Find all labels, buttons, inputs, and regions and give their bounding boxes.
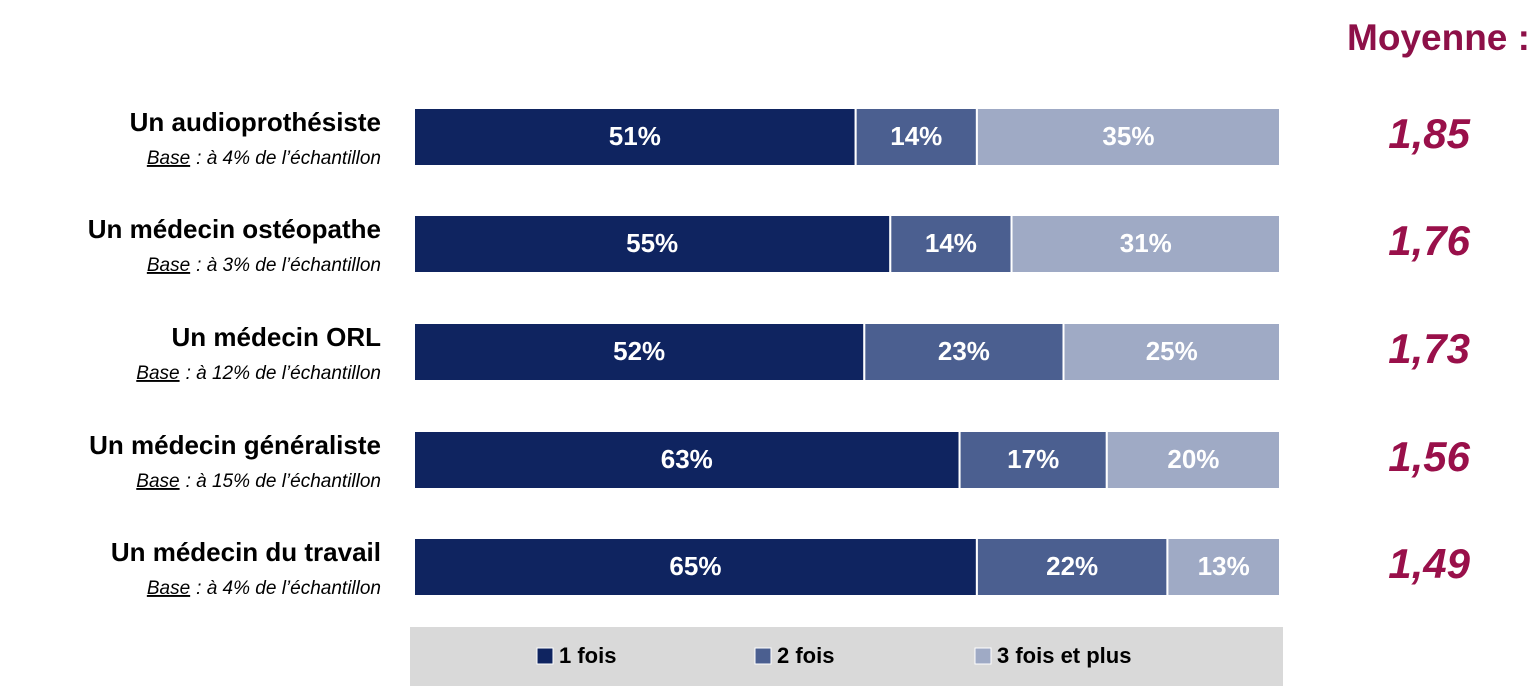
category-subtitle: Base : à 3% de l’échantillon	[147, 255, 381, 276]
subtitle-text: : à 4% de l’échantillon	[196, 148, 381, 169]
legend-swatch	[974, 647, 992, 665]
data-label: 14%	[925, 228, 977, 258]
bar-segment	[1166, 537, 1282, 597]
bar-segment	[854, 107, 978, 167]
legend-swatch	[536, 647, 554, 665]
legend-box	[410, 627, 1283, 686]
data-label: 22%	[1046, 551, 1098, 581]
category-subtitle: Base : à 4% de l’échantillon	[147, 578, 381, 599]
data-label: 65%	[669, 551, 721, 581]
subtitle-text: : à 3% de l’échantillon	[196, 255, 381, 276]
data-label: 14%	[890, 121, 942, 151]
bar-segment	[1105, 430, 1282, 490]
category-subtitle: Base : à 15% de l’échantillon	[136, 471, 381, 492]
subtitle-text: : à 15% de l’échantillon	[186, 471, 381, 492]
subtitle-term: Base	[147, 148, 190, 169]
data-label: 63%	[661, 444, 713, 474]
data-label: 13%	[1198, 551, 1250, 581]
data-label: 25%	[1146, 336, 1198, 366]
bar-segment	[413, 430, 961, 490]
average-value: 1,49	[1388, 540, 1470, 587]
subtitle-term: Base	[136, 363, 179, 384]
subtitle-text: : à 4% de l’échantillon	[196, 578, 381, 599]
bar-segment	[413, 214, 892, 274]
bar-segment	[958, 430, 1108, 490]
category-label: Un médecin ORL	[172, 322, 382, 352]
subtitle-term: Base	[147, 578, 190, 599]
category-label: Un médecin du travail	[111, 537, 381, 567]
legend-label: 2 fois	[777, 643, 834, 668]
subtitle-term: Base	[147, 255, 190, 276]
category-subtitle: Base : à 4% de l’échantillon	[147, 148, 381, 169]
category-label: Un médecin généraliste	[89, 430, 381, 460]
category-label: Un médecin ostéopathe	[88, 214, 381, 244]
category-subtitle: Base : à 12% de l’échantillon	[136, 363, 381, 384]
data-label: 17%	[1007, 444, 1059, 474]
data-label: 23%	[938, 336, 990, 366]
legend-label: 1 fois	[559, 643, 616, 668]
bar-segment	[975, 537, 1169, 597]
bar-segment	[413, 107, 857, 167]
category-label: Un audioprothésiste	[130, 107, 381, 137]
subtitle-term: Base	[136, 471, 179, 492]
average-title: Moyenne :	[1347, 17, 1530, 58]
data-label: 51%	[609, 121, 661, 151]
subtitle-text: : à 12% de l’échantillon	[186, 363, 381, 384]
data-label: 35%	[1102, 121, 1154, 151]
bar-segment	[889, 214, 1013, 274]
average-value: 1,73	[1388, 325, 1470, 372]
average-value: 1,85	[1388, 110, 1470, 157]
legend-label: 3 fois et plus	[997, 643, 1131, 668]
data-label: 31%	[1120, 228, 1172, 258]
data-label: 20%	[1167, 444, 1219, 474]
bar-segment	[863, 322, 1065, 382]
bar-segment	[413, 537, 978, 597]
bar-segment	[1062, 322, 1281, 382]
legend-swatch	[754, 647, 772, 665]
bar-segment	[1010, 214, 1281, 274]
average-value: 1,76	[1388, 217, 1470, 264]
bar-segment	[975, 107, 1282, 167]
data-label: 55%	[626, 228, 678, 258]
average-value: 1,56	[1388, 433, 1470, 480]
data-label: 52%	[613, 336, 665, 366]
